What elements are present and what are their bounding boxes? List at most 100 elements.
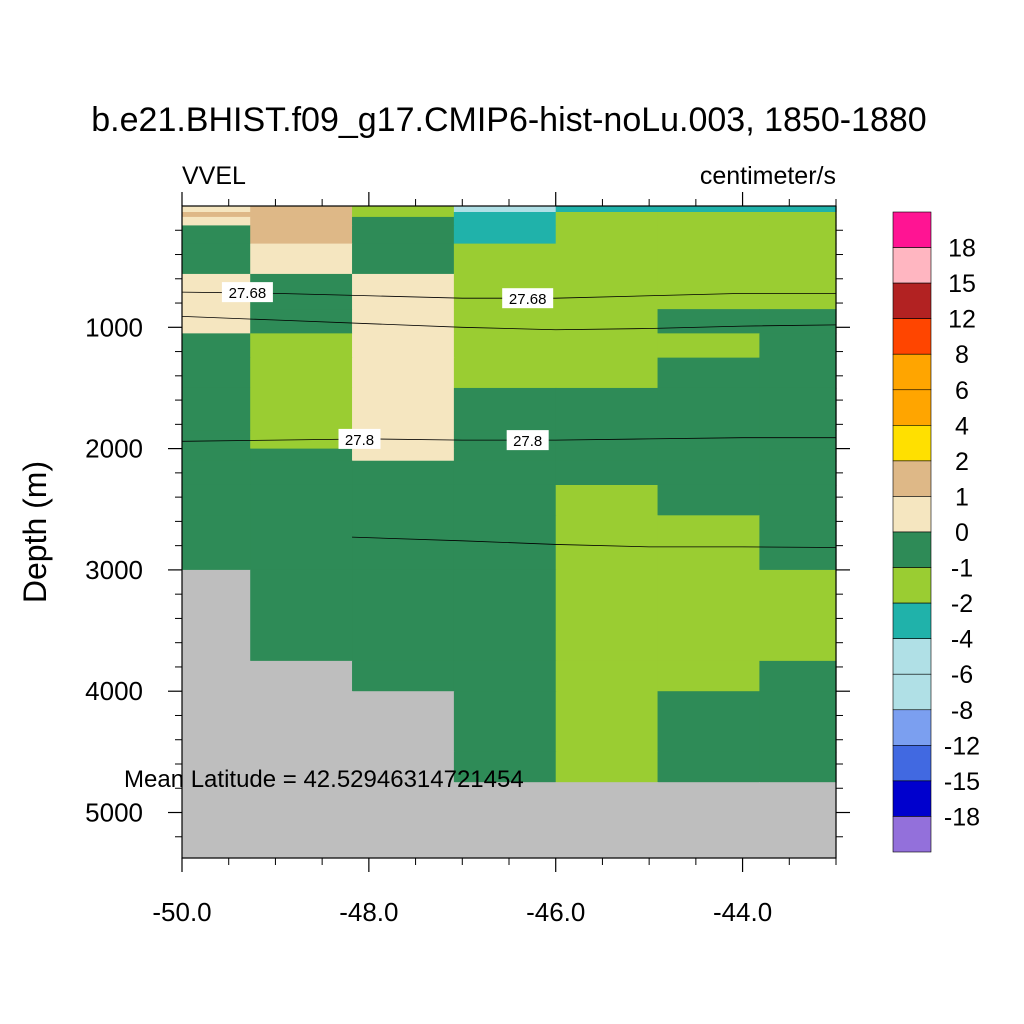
- heatmap-cell: [250, 448, 353, 462]
- heatmap-cell: [759, 273, 837, 310]
- legend-swatch: [892, 531, 932, 568]
- heatmap-cell: [182, 751, 251, 783]
- heatmap-cell: [250, 751, 353, 783]
- heatmap-cell: [453, 484, 557, 516]
- heatmap-cell: [657, 569, 760, 632]
- legend-swatch: [892, 780, 932, 817]
- heatmap-cell: [759, 569, 837, 632]
- surface-cell: [453, 206, 557, 212]
- heatmap-cell: [759, 309, 837, 334]
- heatmap-cell: [555, 460, 659, 486]
- legend-swatch: [892, 709, 932, 746]
- heatmap-cell: [453, 357, 557, 389]
- legend-swatch: [892, 247, 932, 284]
- contour-lines: 27.68 27.68 27.8 27.8: [181, 282, 837, 548]
- heatmap-cell: [657, 387, 760, 432]
- heatmap-cell: [352, 448, 455, 462]
- heatmap-cell: [657, 460, 760, 486]
- heatmap-cell: [182, 387, 251, 432]
- heatmap-cell: [555, 515, 659, 571]
- heatmap-cell: [453, 225, 557, 245]
- legend-swatch: [892, 673, 932, 711]
- units-label: centimeter/s: [700, 162, 836, 190]
- heatmap-cell: [657, 630, 760, 662]
- heatmap-cell: [657, 660, 760, 692]
- heatmap-cell: [555, 225, 659, 245]
- heatmap-cell: [182, 484, 251, 516]
- heatmap-cell: [453, 333, 557, 359]
- legend-swatch: [892, 318, 932, 355]
- heatmap-cell: [657, 515, 760, 571]
- heatmap-cell: [352, 751, 455, 783]
- heatmap-cell: [182, 515, 251, 571]
- heatmap-cell: [555, 691, 659, 753]
- heatmap-cell: [759, 387, 837, 432]
- legend-swatch: [892, 425, 932, 462]
- heatmap-cell: [555, 243, 659, 275]
- heatmap-cell: [657, 751, 760, 783]
- heatmap-cell: [657, 430, 760, 450]
- heatmap-cell: [759, 691, 837, 753]
- heatmap-cells: [182, 206, 837, 859]
- x-tick-label: -44.0: [713, 897, 772, 927]
- legend-label: 1: [955, 483, 969, 511]
- heatmap-cell: [453, 387, 557, 432]
- heatmap-cell: [453, 782, 557, 859]
- heatmap-cell: [250, 569, 353, 632]
- heatmap-cell: [352, 484, 455, 516]
- heatmap-cell: [453, 569, 557, 632]
- contour-line: [352, 536, 837, 548]
- heatmap-cell: [250, 309, 353, 334]
- heatmap-cell: [453, 751, 557, 783]
- heatmap-cell: [352, 515, 455, 571]
- heatmap-cell: [182, 630, 251, 662]
- heatmap-cell: [453, 243, 557, 275]
- heatmap-cell: [759, 448, 837, 462]
- heatmap-cell: [555, 782, 659, 859]
- heatmap-cell: [555, 569, 659, 632]
- heatmap-cell: [657, 484, 760, 516]
- heatmap-cell: [352, 460, 455, 486]
- heatmap-cell: [182, 243, 251, 275]
- contour-label: 27.68: [509, 291, 547, 308]
- contour-line: [181, 315, 837, 331]
- heatmap-cell: [352, 357, 455, 389]
- heatmap-cell: [182, 309, 251, 334]
- legend-swatch: [892, 389, 932, 426]
- heatmap-cell: [555, 448, 659, 462]
- heatmap-cell: [250, 515, 353, 571]
- contour-label: 27.8: [513, 433, 542, 450]
- heatmap-cell: [182, 660, 251, 692]
- heatmap-cell: [453, 216, 557, 227]
- legend-label: 12: [948, 306, 976, 334]
- legend-swatch: [892, 745, 932, 782]
- legend-swatch: [892, 282, 932, 319]
- legend-label: -18: [944, 803, 980, 831]
- heatmap-cell: [182, 216, 251, 227]
- heatmap-cell: [182, 430, 251, 450]
- heatmap-cell: [759, 660, 837, 692]
- heatmap-cell: [250, 460, 353, 486]
- heatmap-cell: [759, 751, 837, 783]
- heatmap-cell: [182, 569, 251, 632]
- heatmap-cell: [250, 782, 353, 859]
- heatmap-cell: [759, 630, 837, 662]
- heatmap-cell: [657, 273, 760, 310]
- surface-cell: [250, 206, 353, 212]
- heatmap-cell: [250, 691, 353, 753]
- surface-cell: [555, 206, 659, 212]
- legend-label: 2: [955, 448, 969, 476]
- heatmap-cell: [182, 357, 251, 389]
- surface-cell: [182, 206, 251, 212]
- legend-label: -15: [944, 768, 980, 796]
- heatmap-cell: [352, 273, 455, 310]
- legend-label: 6: [955, 377, 969, 405]
- y-tick-label: 2000: [85, 434, 143, 464]
- heatmap-cell: [555, 484, 659, 516]
- legend-label: -8: [951, 697, 973, 725]
- legend-label: 15: [948, 270, 976, 298]
- heatmap-cell: [453, 691, 557, 753]
- heatmap-cell: [555, 751, 659, 783]
- heatmap-cell: [657, 448, 760, 462]
